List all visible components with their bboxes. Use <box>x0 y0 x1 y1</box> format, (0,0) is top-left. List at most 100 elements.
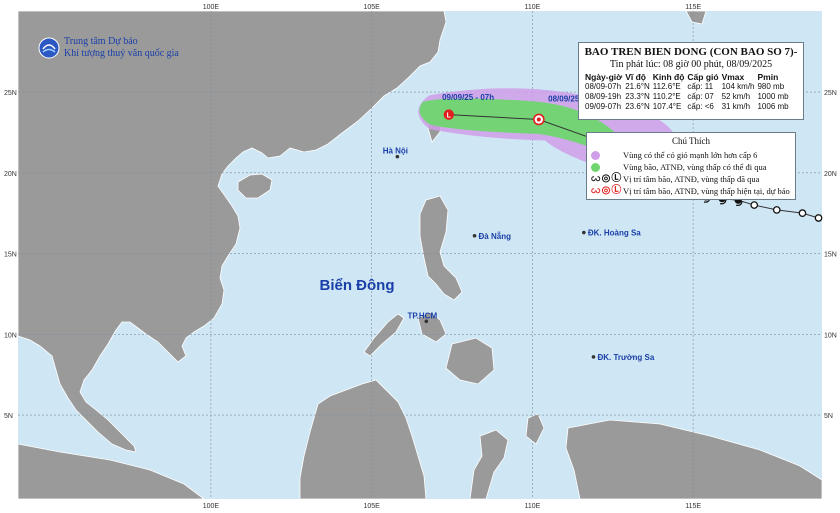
place-name-label: TP.HCM <box>407 311 437 320</box>
table-cell: 08/09-19h <box>585 92 622 101</box>
longitude-label-top: 115E <box>685 4 701 11</box>
col-datetime: Ngày-giờ <box>585 72 623 82</box>
island-new-guinea <box>565 419 823 500</box>
forecast-table-header: Ngày-giờ Vĩ độ Kinh độ Cấp gió Vmax Pmin <box>585 72 792 82</box>
place-dot <box>424 319 429 324</box>
longitude-label-top: 105E <box>363 4 380 11</box>
org-name-line1: Trung tâm Dự báo <box>64 36 138 47</box>
legend-label: Vị trí tâm bão, ATNĐ, vùng thấp đã qua <box>623 174 760 184</box>
place-markers: Hà Nội Đà Nẵng ĐK. Hoàng Sa TP.HCM ĐK. Trườn… <box>383 147 655 362</box>
island-borneo <box>299 379 427 500</box>
place-name-label: Đà Nẵng <box>479 232 512 241</box>
storm-symbol-icon: ꩬ <box>591 173 601 184</box>
table-cell: cấp: <6 <box>687 102 714 111</box>
legend-item-storm-zone: Vùng bão, ATNĐ, vùng thấp có thể đi qua <box>591 161 767 173</box>
grid-labels: 100E100E105E105E110E110E115E115E120E120E… <box>4 4 837 510</box>
green-circle-icon <box>591 162 600 172</box>
place-dot <box>472 233 477 238</box>
legend-title: Chú Thích <box>671 136 711 146</box>
table-cell: 08/09-07h <box>585 82 622 91</box>
latitude-label-right: 20N <box>824 171 837 178</box>
table-cell: 110.2°E <box>652 92 681 101</box>
longitude-label-bottom: 100E <box>203 503 220 510</box>
legend-label: Vùng bão, ATNĐ, vùng thấp có thể đi qua <box>623 162 767 172</box>
forecast-depression-center <box>536 117 541 122</box>
table-row: 08/09-19h 23.3°N 110.2°E cấp: 07 52 km/h… <box>585 92 792 102</box>
longitude-label-top: 110E <box>524 4 540 11</box>
landmasses <box>17 10 823 500</box>
island-luzon <box>419 195 463 301</box>
table-cell: 21.6°N <box>625 82 650 91</box>
sea-name-label: Biển Đông <box>320 277 395 294</box>
legend-item-current-forecast: ꩬ ◎ Ⓛ Vị trí tâm bão, ATNĐ, vùng thấp hi… <box>591 185 790 197</box>
track-time-label: 09/09/25 - 07h <box>442 93 494 102</box>
longitude-label-bottom: 110E <box>524 503 540 510</box>
place-name-label: ĐK. Trường Sa <box>597 353 654 362</box>
low-symbol-icon: Ⓛ <box>611 185 622 196</box>
latitude-label-right: 10N <box>824 332 837 339</box>
table-cell: 09/09-07h <box>585 102 622 111</box>
island-halmahera <box>525 413 545 445</box>
forecast-low-letter: L <box>447 112 452 119</box>
past-position-marker <box>814 214 823 222</box>
col-wind-level: Cấp gió <box>687 72 719 82</box>
depression-symbol-icon: ◎ <box>601 185 611 196</box>
island-kyushu <box>685 10 707 25</box>
table-cell: 1000 mb <box>757 92 789 101</box>
legend-item-strong-wind-zone: Vùng có thể có gió mạnh lớn hơn cấp 6 <box>591 149 757 161</box>
forecast-low-marker <box>443 109 455 120</box>
table-cell: 23.6°N <box>625 102 650 111</box>
storm-symbol-icon: ꩬ <box>591 185 601 196</box>
table-cell: 23.3°N <box>625 92 650 101</box>
table-cell: 1006 mb <box>757 102 789 111</box>
latitude-label-left: 5N <box>4 413 13 420</box>
depression-symbol-icon: ◎ <box>601 173 611 184</box>
col-vmax: Vmax <box>721 72 745 82</box>
table-row: 09/09-07h 23.6°N 107.4°E cấp: <6 31 km/h… <box>585 102 792 112</box>
table-cell: 31 km/h <box>721 102 751 111</box>
longitude-label-top: 100E <box>203 4 220 11</box>
latitude-label-left: 20N <box>4 171 17 178</box>
island-sulawesi <box>469 429 509 500</box>
forecast-table: Ngày-giờ Vĩ độ Kinh độ Cấp gió Vmax Pmin… <box>585 72 792 112</box>
table-cell: 112.6°E <box>652 82 681 91</box>
track-time-label: 08/09/25 - 19h <box>548 95 600 104</box>
longitude-label-bottom: 115E <box>685 503 701 510</box>
place-name-label: Hà Nội <box>383 147 408 156</box>
table-row: 08/09-07h 21.6°N 112.6°E cấp: 11 104 km/… <box>585 82 792 92</box>
past-position-marker <box>750 201 759 209</box>
latitude-label-right: 5N <box>824 413 833 420</box>
table-cell: cấp: 07 <box>687 92 714 101</box>
bulletin-title: BAO TREN BIEN DONG (CON BAO SO 7)- <box>584 46 798 58</box>
purple-circle-icon <box>591 150 600 160</box>
legend-panel: Chú Thích Vùng có thể có gió mạnh lớn hơ… <box>586 132 796 200</box>
place-dot <box>582 230 586 235</box>
low-symbol-icon: Ⓛ <box>611 173 622 184</box>
table-cell: 104 km/h <box>721 82 755 91</box>
legend-item-past-positions: ꩬ ◎ Ⓛ Vị trí tâm bão, ATNĐ, vùng thấp đã… <box>591 173 759 185</box>
storm-path-zone <box>419 98 626 154</box>
bulletin-issued-time: Tin phát lúc: 08 giờ 00 phút, 08/09/2025 <box>609 59 773 70</box>
latitude-label-right: 25N <box>824 90 837 97</box>
table-cell: cấp: 11 <box>687 82 714 91</box>
island-sumatra-malay <box>17 443 206 500</box>
place-dot <box>591 355 596 359</box>
national-hydro-met-forecast-logo <box>38 37 60 59</box>
island-hainan <box>237 173 273 199</box>
table-cell: 107.4°E <box>652 102 682 111</box>
col-lon: Kinh độ <box>652 72 685 82</box>
latitude-label-left: 10N <box>4 332 17 339</box>
legend-label: Vị trí tâm bão, ATNĐ, vùng thấp hiện tại… <box>623 186 790 196</box>
col-lat: Vĩ độ <box>625 72 646 82</box>
island-mindanao <box>445 337 495 385</box>
latitude-label-right: 15N <box>824 252 837 259</box>
latitude-label-left: 15N <box>4 252 17 259</box>
latitude-label-left: 25N <box>4 90 17 97</box>
past-position-marker <box>798 209 807 217</box>
past-position-marker <box>772 206 781 214</box>
place-name-label: ĐK. Hoàng Sa <box>588 229 641 238</box>
agency-logo: Trung tâm Dự báo Khí tượng thuỷ văn quốc… <box>38 36 179 60</box>
island-palawan <box>363 313 405 357</box>
longitude-label-bottom: 105E <box>363 503 380 510</box>
forecast-info-panel: BAO TREN BIEN DONG (CON BAO SO 7)- Tin p… <box>578 42 804 120</box>
